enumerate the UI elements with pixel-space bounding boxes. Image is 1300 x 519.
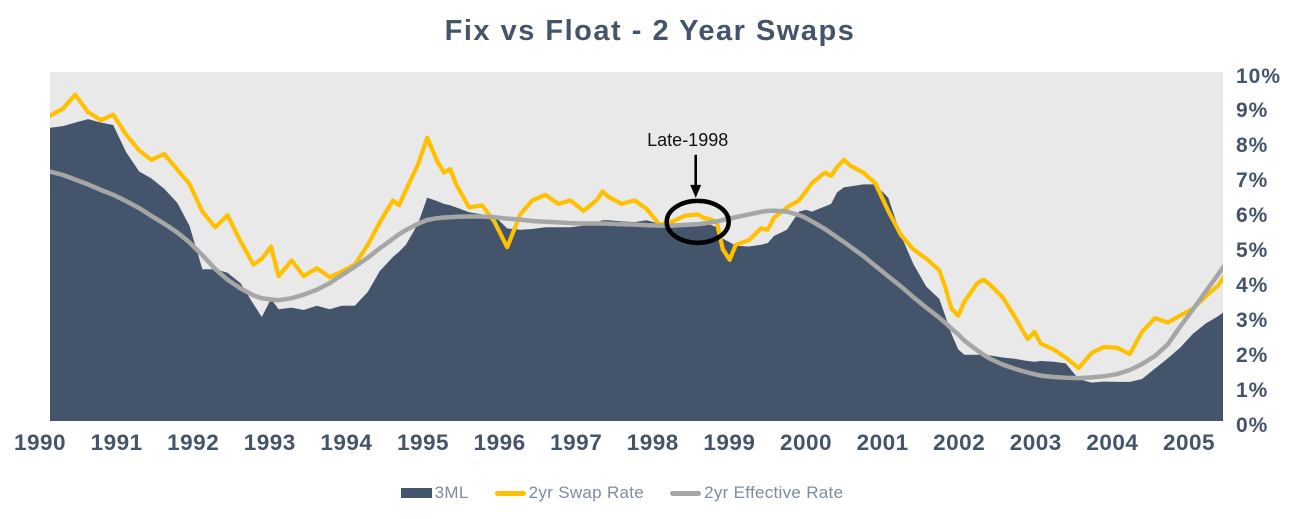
x-tick-label: 1996 — [473, 430, 526, 455]
page-title: Fix vs Float - 2 Year Swaps — [444, 15, 856, 47]
effective-rate-line-swatch-icon — [670, 490, 702, 496]
y-tick-label: 6% — [1236, 204, 1269, 228]
effective-rate-line-series — [50, 169, 1223, 381]
y-tick-label: 5% — [1236, 239, 1269, 262]
y-tick-label: 0% — [1236, 413, 1269, 437]
x-tick-label: 2005 — [1162, 430, 1216, 455]
legend-label-effective-rate: 2yr Effective Rate — [704, 483, 844, 502]
y-tick-label: 9% — [1236, 99, 1269, 123]
annotation-arrowhead-icon — [690, 184, 702, 198]
x-tick-label: 1998 — [626, 430, 679, 455]
y-tick-label: 4% — [1236, 273, 1269, 297]
swap-rate-line-swatch-icon — [494, 490, 526, 496]
late-1998-annotation: Late-1998 — [647, 130, 731, 246]
x-tick-label: 2001 — [856, 430, 909, 455]
y-tick-label: 8% — [1236, 134, 1269, 158]
x-tick-label: 1992 — [167, 430, 220, 455]
legend-item-3ml: 3ML — [400, 483, 469, 503]
x-tick-label: 2003 — [1009, 430, 1062, 455]
x-tick-label: 1994 — [320, 430, 373, 455]
swap-rate-line-series — [50, 92, 1223, 371]
chart-svg: Late-1998 — [50, 92, 1223, 421]
3ml-area-series — [50, 119, 1223, 421]
y-tick-label: 10% — [1236, 64, 1282, 88]
y-tick-label: 1% — [1236, 378, 1269, 402]
chart-plot-area: Late-1998 — [50, 72, 1223, 421]
y-tick-label: 3% — [1236, 308, 1269, 332]
legend-item-swap-rate: 2yr Swap Rate — [494, 483, 645, 503]
x-tick-label: 2002 — [933, 430, 986, 455]
legend-label-3ml: 3ML — [434, 483, 469, 502]
x-tick-label: 1991 — [90, 430, 143, 455]
annotation-label: Late-1998 — [647, 130, 728, 150]
x-tick-label: 1990 — [13, 430, 67, 455]
legend-label-swap-rate: 2yr Swap Rate — [528, 483, 645, 502]
legend-item-effective-rate: 2yr Effective Rate — [670, 483, 843, 503]
chart-legend: 3ML 2yr Swap Rate 2yr Effective Rate — [0, 481, 1272, 505]
x-tick-label: 1995 — [396, 430, 450, 455]
x-tick-label: 2004 — [1086, 430, 1139, 455]
x-tick-label: 2000 — [779, 430, 833, 455]
y-tick-label: 7% — [1236, 169, 1269, 193]
3ml-area-swatch-icon — [400, 488, 432, 498]
x-tick-label: 1997 — [550, 430, 603, 455]
y-tick-label: 2% — [1236, 343, 1269, 367]
annotation-circle — [664, 198, 731, 246]
x-tick-label: 1993 — [243, 430, 296, 455]
x-tick-label: 1999 — [703, 430, 756, 455]
